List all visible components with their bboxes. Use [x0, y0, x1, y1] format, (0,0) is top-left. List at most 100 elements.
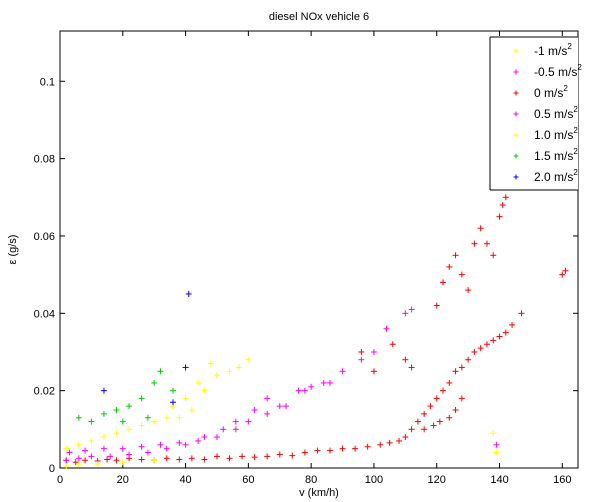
- data-point: [352, 445, 359, 452]
- data-point: [213, 453, 220, 460]
- data-point: [100, 387, 107, 394]
- data-point: [402, 434, 409, 441]
- x-tick-label: 140: [490, 474, 508, 486]
- data-point: [75, 414, 82, 421]
- data-point: [264, 395, 271, 402]
- data-point: [490, 430, 497, 437]
- data-point: [119, 459, 126, 466]
- data-point: [301, 387, 308, 394]
- data-point: [496, 333, 503, 340]
- data-point: [138, 443, 145, 450]
- data-point: [264, 453, 271, 460]
- data-point: [496, 213, 503, 220]
- data-point: [126, 451, 133, 458]
- plot-frame: [59, 30, 579, 469]
- data-point: [195, 437, 202, 444]
- data-point: [477, 345, 484, 352]
- data-point: [283, 403, 290, 410]
- legend-label: -0.5 m/s2: [534, 63, 582, 79]
- data-point: [452, 406, 459, 413]
- y-tick-label: 0.04: [34, 308, 55, 320]
- data-point: [75, 455, 82, 462]
- data-point: [163, 455, 170, 462]
- legend-unit-sup: 2: [567, 42, 572, 51]
- data-point: [458, 395, 465, 402]
- data-point: [493, 441, 500, 448]
- legend-label: 2.0 m/s2: [534, 168, 578, 184]
- data-point: [502, 194, 509, 201]
- data-point: [289, 452, 296, 459]
- legend-unit-sup: 2: [577, 63, 582, 72]
- data-point: [458, 364, 465, 371]
- data-point: [477, 225, 484, 232]
- y-tick-label: 0: [49, 463, 55, 475]
- legend-box: [490, 37, 578, 190]
- data-point: [188, 455, 195, 462]
- data-point: [326, 379, 333, 386]
- data-point: [163, 414, 170, 421]
- data-point: [471, 348, 478, 355]
- legend-entry: 0 m/s2: [513, 84, 568, 100]
- data-point: [295, 387, 302, 394]
- data-point: [276, 403, 283, 410]
- data-point: [170, 387, 177, 394]
- data-point: [339, 368, 346, 375]
- data-point: [75, 441, 82, 448]
- data-point: [339, 445, 346, 452]
- data-point: [182, 441, 189, 448]
- data-point: [170, 399, 177, 406]
- data-point: [88, 418, 95, 425]
- y-tick-label: 0.08: [34, 154, 55, 166]
- legend-unit-sup: 2: [573, 126, 578, 135]
- data-point: [75, 461, 82, 468]
- data-point: [408, 306, 415, 313]
- data-point: [483, 240, 490, 247]
- data-point: [226, 368, 233, 375]
- data-point: [245, 418, 252, 425]
- data-point: [433, 395, 440, 402]
- data-point: [370, 348, 377, 355]
- chart-title: diesel NOx vehicle 6: [269, 11, 369, 23]
- legend-label: -1 m/s2: [534, 42, 572, 58]
- data-point: [94, 461, 101, 468]
- data-point: [421, 426, 428, 433]
- data-point: [63, 463, 70, 470]
- data-point: [213, 434, 220, 441]
- data-point: [446, 414, 453, 421]
- data-point: [465, 356, 472, 363]
- legend: -1 m/s2 -0.5 m/s2 0 m/s2 0.5 m/s2 1.0 m/s2 1.…: [489, 36, 582, 191]
- data-point: [138, 422, 145, 429]
- data-point: [509, 321, 516, 328]
- data-point: [232, 426, 239, 433]
- y-axis-label: ε (g/s): [7, 235, 19, 265]
- data-point: [100, 410, 107, 417]
- data-point: [82, 447, 89, 454]
- legend-label: 0.5 m/s2: [534, 105, 578, 121]
- data-point: [308, 383, 315, 390]
- data-point: [440, 387, 447, 394]
- x-tick-label: 100: [365, 474, 383, 486]
- legend-unit-sup: 2: [573, 168, 578, 177]
- data-point: [176, 414, 183, 421]
- data-point: [386, 439, 393, 446]
- data-point: [251, 406, 258, 413]
- data-point: [113, 406, 120, 413]
- legend-entry: 1.5 m/s2: [513, 147, 578, 163]
- data-point: [119, 445, 126, 452]
- data-point: [320, 379, 327, 386]
- data-point: [104, 456, 111, 463]
- data-point: [157, 441, 164, 448]
- data-point: [408, 426, 415, 433]
- data-point: [151, 457, 158, 464]
- data-point: [301, 449, 308, 456]
- data-point: [220, 426, 227, 433]
- data-point: [251, 454, 258, 461]
- data-point: [440, 279, 447, 286]
- data-point: [559, 271, 566, 278]
- data-point: [113, 430, 120, 437]
- data-point: [107, 453, 114, 460]
- data-point: [396, 437, 403, 444]
- data-point: [207, 360, 214, 367]
- data-point: [126, 426, 133, 433]
